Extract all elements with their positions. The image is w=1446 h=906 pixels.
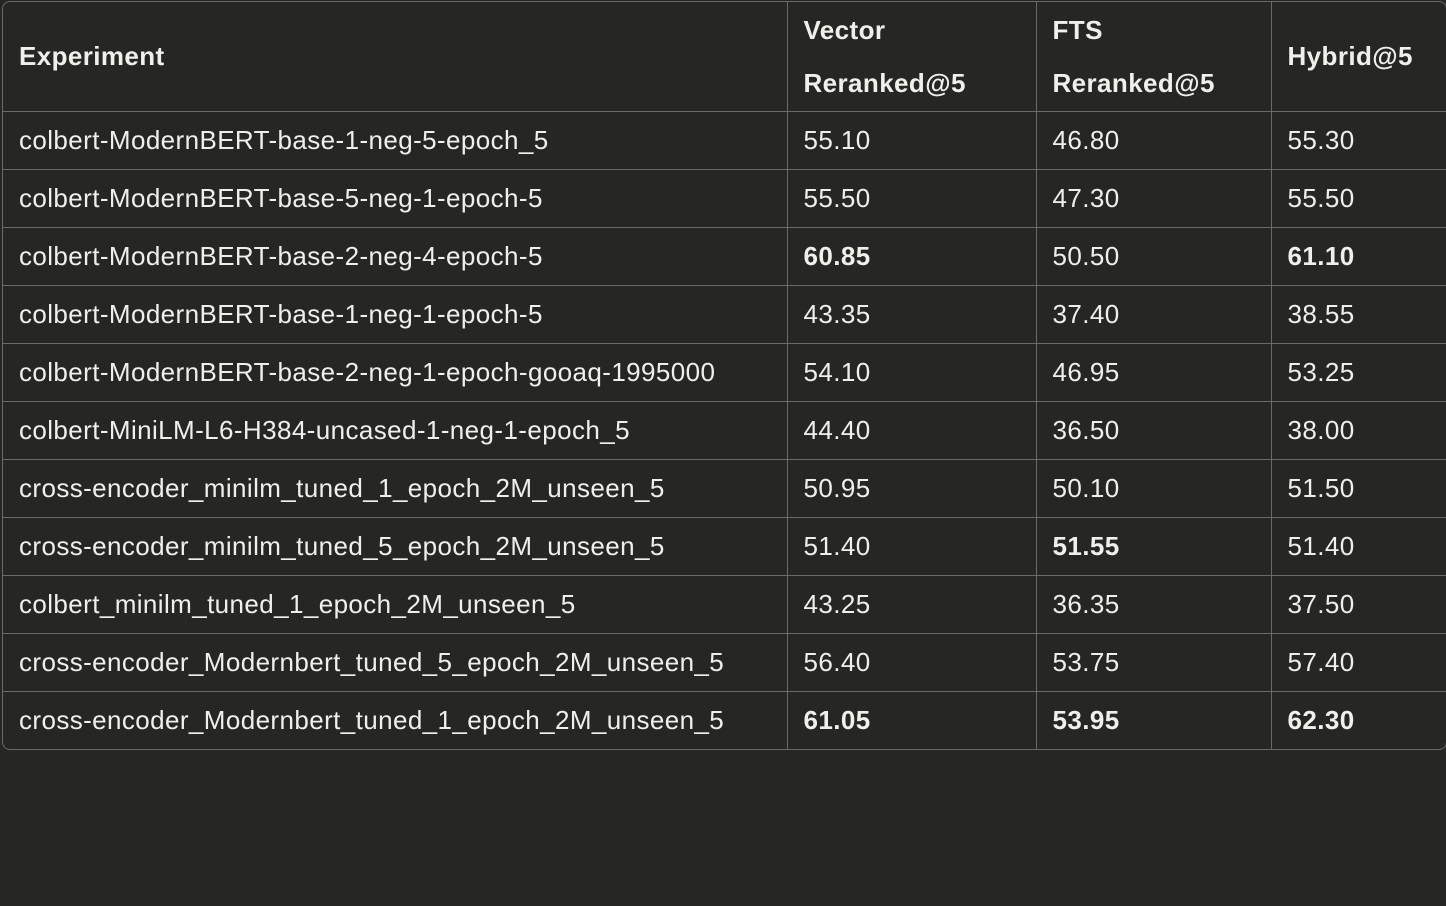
fts-reranked-cell: 36.35 [1035,575,1271,634]
vector-reranked-cell: 60.85 [786,227,1036,286]
hybrid-cell: 61.10 [1270,227,1446,286]
table-row: colbert-ModernBERT-base-5-neg-1-epoch-5 5… [3,169,1446,228]
fts-reranked-cell: 53.75 [1035,633,1271,692]
hybrid-cell: 57.40 [1270,633,1446,692]
fts-reranked-cell: 46.95 [1035,343,1271,402]
table-row: cross-encoder_minilm_tuned_1_epoch_2M_un… [3,459,1446,518]
experiment-cell: colbert-ModernBERT-base-1-neg-1-epoch-5 [3,285,787,344]
fts-reranked-cell: 50.50 [1035,227,1271,286]
header-vector-reranked: Vector Reranked@5 [786,2,1036,112]
header-row: Experiment Vector Reranked@5 FTS Reranke… [3,2,1446,112]
hybrid-cell: 38.00 [1270,401,1446,460]
vector-reranked-cell: 55.10 [786,111,1036,170]
experiment-cell: cross-encoder_Modernbert_tuned_5_epoch_2… [3,633,787,692]
results-table: Experiment Vector Reranked@5 FTS Reranke… [3,2,1446,749]
table-row: cross-encoder_Modernbert_tuned_5_epoch_2… [3,633,1446,692]
table-row: colbert-MiniLM-L6-H384-uncased-1-neg-1-e… [3,401,1446,460]
table-row: cross-encoder_Modernbert_tuned_1_epoch_2… [3,691,1446,749]
hybrid-cell: 51.50 [1270,459,1446,518]
header-fts-reranked: FTS Reranked@5 [1035,2,1271,112]
hybrid-cell: 53.25 [1270,343,1446,402]
results-table-container: Experiment Vector Reranked@5 FTS Reranke… [2,1,1446,750]
vector-reranked-cell: 56.40 [786,633,1036,692]
header-hybrid: Hybrid@5 [1270,2,1446,112]
fts-reranked-cell: 37.40 [1035,285,1271,344]
fts-reranked-cell: 50.10 [1035,459,1271,518]
hybrid-cell: 55.30 [1270,111,1446,170]
fts-reranked-cell: 53.95 [1035,691,1271,749]
vector-reranked-cell: 54.10 [786,343,1036,402]
vector-reranked-cell: 44.40 [786,401,1036,460]
hybrid-cell: 62.30 [1270,691,1446,749]
table-row: cross-encoder_minilm_tuned_5_epoch_2M_un… [3,517,1446,576]
vector-reranked-cell: 51.40 [786,517,1036,576]
hybrid-cell: 51.40 [1270,517,1446,576]
table-row: colbert-ModernBERT-base-2-neg-1-epoch-go… [3,343,1446,402]
fts-reranked-cell: 47.30 [1035,169,1271,228]
table-row: colbert_minilm_tuned_1_epoch_2M_unseen_5… [3,575,1446,634]
hybrid-cell: 55.50 [1270,169,1446,228]
experiment-cell: colbert-MiniLM-L6-H384-uncased-1-neg-1-e… [3,401,787,460]
table-row: colbert-ModernBERT-base-1-neg-1-epoch-5 4… [3,285,1446,344]
experiment-cell: colbert-ModernBERT-base-2-neg-4-epoch-5 [3,227,787,286]
experiment-cell: colbert-ModernBERT-base-5-neg-1-epoch-5 [3,169,787,228]
vector-reranked-cell: 55.50 [786,169,1036,228]
header-experiment: Experiment [3,2,787,112]
vector-reranked-cell: 61.05 [786,691,1036,749]
vector-reranked-cell: 43.25 [786,575,1036,634]
fts-reranked-cell: 51.55 [1035,517,1271,576]
vector-reranked-cell: 50.95 [786,459,1036,518]
table-row: colbert-ModernBERT-base-2-neg-4-epoch-5 6… [3,227,1446,286]
fts-reranked-cell: 46.80 [1035,111,1271,170]
experiment-cell: cross-encoder_minilm_tuned_5_epoch_2M_un… [3,517,787,576]
experiment-cell: cross-encoder_Modernbert_tuned_1_epoch_2… [19,705,725,735]
experiment-cell: colbert-ModernBERT-base-2-neg-1-epoch-go… [3,343,787,402]
experiment-cell: colbert-ModernBERT-base-1-neg-5-epoch_5 [3,111,787,170]
experiment-cell: cross-encoder_minilm_tuned_1_epoch_2M_un… [3,459,787,518]
vector-reranked-cell: 43.35 [786,285,1036,344]
fts-reranked-cell: 36.50 [1035,401,1271,460]
experiment-cell: colbert_minilm_tuned_1_epoch_2M_unseen_5 [3,575,787,634]
table-row: colbert-ModernBERT-base-1-neg-5-epoch_5 5… [3,111,1446,170]
hybrid-cell: 37.50 [1270,575,1446,634]
hybrid-cell: 38.55 [1270,285,1446,344]
